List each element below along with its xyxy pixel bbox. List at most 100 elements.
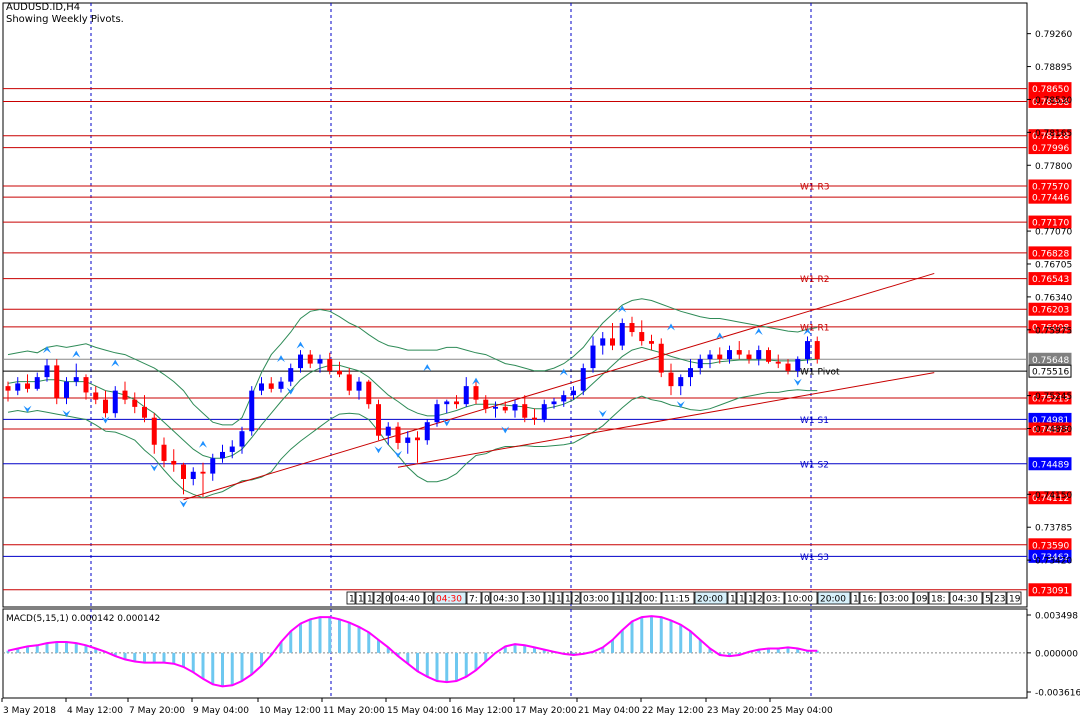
x-tick-label-7: 16 May 12:00 bbox=[451, 706, 513, 716]
time-tag-label-15: 2 bbox=[574, 595, 580, 605]
time-tag-label-33: 09 bbox=[916, 595, 928, 605]
macd-plot-frame bbox=[2, 608, 1028, 699]
candle-body bbox=[522, 404, 528, 418]
x-tick-label-2: 7 May 20:00 bbox=[129, 706, 185, 716]
macd-y-tick-label-1: 0.000000 bbox=[1035, 649, 1078, 659]
time-tag-box-30 bbox=[850, 591, 860, 605]
x-tick-label-11: 23 May 20:00 bbox=[707, 706, 769, 716]
time-tag-box-18 bbox=[622, 591, 632, 605]
candle-body bbox=[132, 399, 138, 407]
time-tag-box-39 bbox=[1006, 591, 1022, 605]
candle-body bbox=[590, 345, 596, 369]
y-tick-label-12: 0.73785 bbox=[1035, 524, 1072, 534]
time-tag-box-2 bbox=[364, 591, 374, 605]
fractal-up-arrow bbox=[72, 350, 81, 358]
time-tag-box-34 bbox=[928, 591, 950, 605]
candle-body bbox=[775, 361, 781, 364]
candle-body bbox=[83, 377, 89, 393]
time-tag-label-29: 20:00 bbox=[820, 595, 846, 605]
time-tag-label-12: 1 bbox=[547, 595, 553, 605]
price-tag-13 bbox=[1028, 391, 1072, 405]
time-tag-box-11 bbox=[523, 591, 545, 605]
time-tag-label-23: 1 bbox=[730, 595, 736, 605]
candle-body bbox=[161, 444, 167, 461]
time-tag-box-31 bbox=[859, 591, 881, 605]
candle-body bbox=[697, 359, 703, 369]
x-tick-label-10: 22 May 12:00 bbox=[642, 706, 704, 716]
trendline-1 bbox=[397, 372, 935, 468]
y-tick-label-4: 0.77800 bbox=[1035, 162, 1072, 172]
x-tick-label-1: 4 May 12:00 bbox=[67, 706, 123, 716]
time-tag-box-22 bbox=[694, 591, 728, 605]
candle-body bbox=[424, 422, 430, 441]
fractal-down-arrow bbox=[598, 410, 607, 418]
candle-body bbox=[444, 401, 450, 405]
candle-body bbox=[346, 374, 352, 391]
time-tag-label-8: 7: bbox=[469, 595, 478, 605]
fractal-up-arrow bbox=[667, 323, 675, 331]
candle-body bbox=[44, 365, 50, 378]
macd-signal-line bbox=[7, 615, 818, 688]
fractal-down-arrow bbox=[101, 416, 110, 424]
fractal-down-arrow bbox=[62, 410, 71, 418]
candle-body bbox=[405, 437, 411, 443]
candle-body bbox=[54, 365, 60, 398]
fractal-up-arrow bbox=[277, 355, 285, 363]
price-tag-label-17: 0.74112 bbox=[1032, 494, 1069, 504]
candle-body bbox=[181, 464, 186, 479]
time-tag-label-35: 04:30 bbox=[952, 595, 978, 605]
candle-body bbox=[688, 368, 693, 378]
candle-body bbox=[376, 404, 381, 436]
price-tag-label-2: 0.78128 bbox=[1032, 132, 1069, 142]
time-tag-label-21: 11:15 bbox=[664, 595, 690, 605]
fractal-down-arrow bbox=[394, 450, 402, 458]
price-tag-label-20: 0.73091 bbox=[1032, 586, 1069, 596]
macd-title: MACD(5,15,1) 0.000142 0.000142 bbox=[6, 614, 160, 624]
y-tick-label-13: 0.73420 bbox=[1035, 557, 1072, 567]
time-tag-box-8 bbox=[466, 591, 482, 605]
fractal-down-arrow bbox=[179, 500, 188, 508]
fractal-up-arrow bbox=[559, 368, 568, 376]
pivot-label-4: W1 S1 bbox=[800, 416, 829, 426]
fractal-up-arrow bbox=[472, 377, 480, 385]
candle-body bbox=[103, 399, 108, 414]
candle-body bbox=[317, 359, 323, 364]
fractal-down-arrow bbox=[374, 446, 383, 454]
candle-body bbox=[34, 377, 40, 389]
macd-y-tick-label-2: -0.003616 bbox=[1035, 689, 1080, 699]
candle-body bbox=[25, 383, 30, 389]
candle-body bbox=[415, 437, 420, 441]
candle-body bbox=[483, 399, 489, 409]
fractal-down-arrow bbox=[442, 419, 451, 427]
candle-body bbox=[493, 406, 498, 409]
x-tick-label-8: 17 May 20:00 bbox=[515, 706, 577, 716]
price-tag-label-10: 0.76008 bbox=[1032, 323, 1069, 333]
time-tag-box-14 bbox=[562, 591, 572, 605]
time-tag-box-17 bbox=[613, 591, 623, 605]
price-tag-label-6: 0.77170 bbox=[1032, 219, 1069, 229]
time-tag-label-25: 1 bbox=[748, 595, 754, 605]
time-tag-label-14: 1 bbox=[565, 595, 571, 605]
candle-body bbox=[434, 404, 440, 423]
time-tag-label-5: 04:40 bbox=[394, 595, 420, 605]
candle-body bbox=[93, 392, 99, 400]
time-tag-box-32 bbox=[880, 591, 914, 605]
price-tag-label-14: 0.74981 bbox=[1032, 416, 1069, 426]
fractal-up-arrow bbox=[43, 346, 51, 354]
candle-body bbox=[190, 471, 196, 479]
price-tag-label-15: 0.74875 bbox=[1032, 425, 1069, 435]
fractal-up-arrow bbox=[199, 440, 207, 448]
time-tag-label-27: 03: bbox=[766, 595, 780, 605]
y-tick-label-6: 0.76705 bbox=[1035, 260, 1072, 270]
candle-body bbox=[814, 341, 820, 360]
candle-body bbox=[366, 381, 372, 405]
candle-body bbox=[220, 451, 225, 459]
time-tag-label-30: 1 bbox=[853, 595, 859, 605]
pivot-label-1: W1 R2 bbox=[800, 275, 829, 285]
x-tick-label-4: 10 May 12:00 bbox=[259, 706, 321, 716]
fractal-up-arrow bbox=[715, 332, 724, 340]
candle-body bbox=[73, 377, 79, 382]
y-tick-label-0: 0.79260 bbox=[1035, 30, 1072, 40]
time-tag-label-31: 16: bbox=[862, 595, 876, 605]
